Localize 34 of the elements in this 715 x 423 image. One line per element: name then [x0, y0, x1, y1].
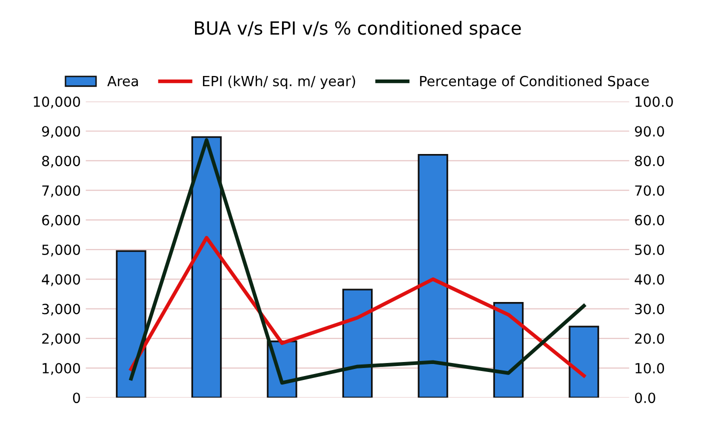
bar — [568, 326, 600, 398]
y2-tick-label: 40.0 — [634, 274, 664, 285]
bar — [342, 288, 373, 398]
y2-tick-label: 100.0 — [636, 96, 673, 107]
y2-tick-label: 80.0 — [635, 156, 664, 166]
y-tick-label: 10,000 — [34, 96, 80, 108]
bar — [191, 136, 222, 398]
y2-tick-label: 0.0 — [634, 392, 656, 404]
y-tick-label: 4,000 — [42, 274, 80, 286]
y2-tick-label: 90.0 — [634, 126, 664, 137]
y-tick-label: 5,000 — [42, 244, 80, 256]
chart-title: BUA v/s EPI v/s % conditioned space — [195, 20, 521, 38]
y-tick-label: 3,000 — [42, 304, 80, 316]
y-tick-label: 6,000 — [42, 214, 80, 227]
legend-label: Area — [107, 76, 138, 86]
legend-label: EPI (kWh/ sq. m/ year) — [202, 76, 356, 90]
bar — [493, 302, 524, 398]
line-series — [129, 236, 586, 378]
y-tick-label: 2,000 — [42, 333, 80, 346]
y-tick-label: 1,000 — [42, 362, 80, 375]
y2-tick-label: 70.0 — [635, 185, 664, 196]
y2-tick-label: 30.0 — [635, 304, 664, 314]
y2-tick-label: 10.0 — [636, 362, 664, 374]
y2-tick-label: 50.0 — [635, 244, 664, 256]
y-tick-label: 9,000 — [42, 126, 80, 138]
bar — [418, 154, 448, 398]
y-tick-label: 7,000 — [42, 185, 80, 198]
legend-label: Percentage of Conditioned Space — [420, 76, 649, 90]
line-series — [129, 138, 586, 385]
bar — [116, 250, 146, 398]
y2-tick-label: 20.0 — [635, 333, 664, 344]
y-tick-label: 8,000 — [42, 156, 80, 168]
y2-tick-label: 60.0 — [635, 214, 664, 226]
y-tick-label: 0 — [73, 392, 80, 404]
